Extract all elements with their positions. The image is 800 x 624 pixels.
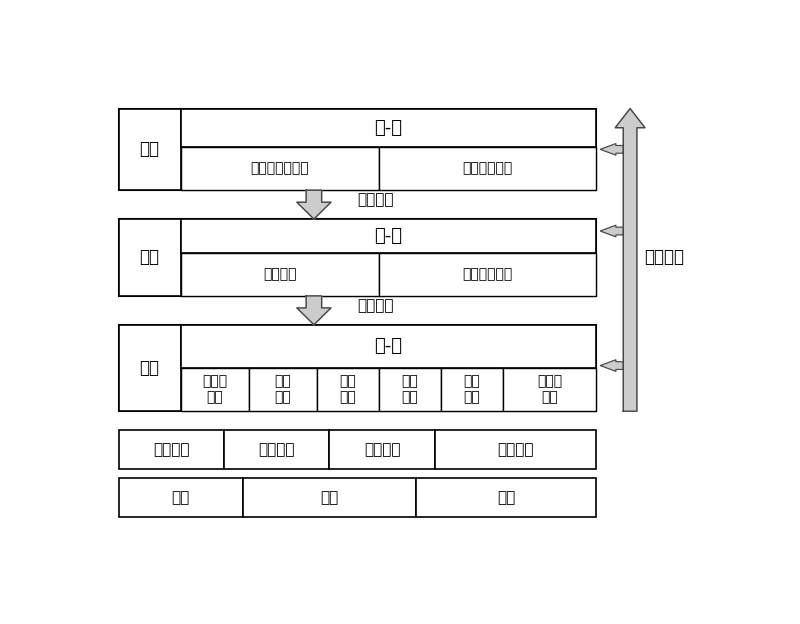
Bar [118,219,596,296]
Text: 产能
装置: 产能 装置 [340,374,356,405]
Text: 人-机: 人-机 [374,227,402,245]
Bar [181,147,379,190]
Bar [379,368,441,411]
Polygon shape [297,296,331,324]
Bar [379,147,596,190]
Text: 表记与
传感: 表记与 传感 [202,374,227,405]
Text: 互动: 互动 [139,248,160,266]
Bar [441,368,503,411]
Polygon shape [600,360,623,371]
Text: 城市: 城市 [171,490,190,505]
Bar [181,253,379,296]
Bar [224,431,330,469]
Bar [118,109,181,190]
Bar [181,219,596,253]
Text: 机-机: 机-机 [374,338,402,355]
Text: 操作命令: 操作命令 [263,267,297,281]
Bar [330,431,435,469]
Text: 家庭: 家庭 [497,490,515,505]
Bar [181,368,249,411]
Text: 信息反馈: 信息反馈 [644,248,684,266]
Text: 能源生产: 能源生产 [153,442,190,457]
Bar [181,109,596,147]
Bar [379,253,596,296]
Bar [118,219,181,296]
Bar [118,109,596,190]
Text: 人-人: 人-人 [374,119,402,137]
Bar [435,431,596,469]
Text: 人机互动平台: 人机互动平台 [462,267,513,281]
Text: 园区: 园区 [320,490,338,505]
Bar [503,368,596,411]
Text: 决策命令: 决策命令 [358,192,394,207]
Text: 能源储存: 能源储存 [258,442,295,457]
Text: 能源再生: 能源再生 [497,442,534,457]
Polygon shape [297,190,331,219]
Text: 联网与
控制: 联网与 控制 [537,374,562,405]
Bar [242,479,416,517]
Bar [181,324,596,368]
Bar [416,479,596,517]
Text: 网络服务平台: 网络服务平台 [462,162,513,175]
Text: 应用
终端: 应用 终端 [274,374,291,405]
Text: 再生
装置: 再生 装置 [464,374,480,405]
Bar [118,324,596,411]
Text: 储能
装置: 储能 装置 [402,374,418,405]
Text: 互智: 互智 [139,140,160,158]
Polygon shape [600,144,623,155]
Bar [317,368,379,411]
Bar [118,479,242,517]
Text: 能源应用: 能源应用 [364,442,400,457]
Bar [118,324,181,411]
Text: 互感: 互感 [139,359,160,377]
Text: 事件判断与决策: 事件判断与决策 [250,162,309,175]
Polygon shape [615,109,645,411]
Bar [118,431,224,469]
Polygon shape [600,225,623,236]
Text: 操作命令: 操作命令 [358,298,394,313]
Bar [249,368,317,411]
